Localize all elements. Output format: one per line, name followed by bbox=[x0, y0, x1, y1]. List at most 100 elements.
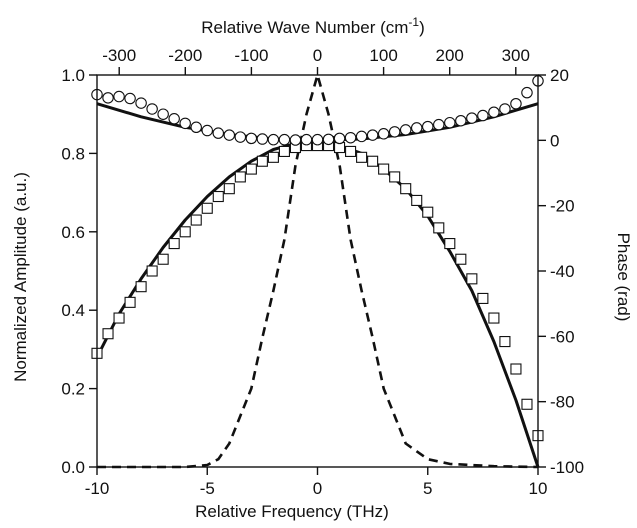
axis-layer: -10 -5 0 5 10-300 -200 -100 0 100 200 3000.00.20.4… bbox=[61, 46, 584, 498]
circle-marker bbox=[146, 103, 158, 115]
circle-marker bbox=[278, 133, 291, 146]
square-marker bbox=[124, 296, 136, 308]
square-marker bbox=[245, 163, 257, 175]
right-axis-title: Phase (rad) bbox=[614, 233, 633, 322]
right-tick-label: -40 bbox=[550, 262, 575, 281]
circle-marker bbox=[322, 133, 335, 146]
square-marker bbox=[212, 190, 224, 203]
square-marker bbox=[146, 265, 158, 277]
circle-marker bbox=[410, 122, 423, 134]
circle-marker bbox=[223, 129, 236, 141]
circle-marker bbox=[521, 86, 533, 99]
square-marker bbox=[488, 312, 500, 324]
top-axis-title-superscript: -1 bbox=[408, 15, 419, 29]
square-marker bbox=[278, 145, 290, 157]
square-marker bbox=[223, 183, 235, 195]
circle-marker bbox=[466, 112, 478, 124]
square-marker bbox=[157, 253, 169, 265]
circle-marker bbox=[245, 132, 258, 145]
square-marker bbox=[367, 155, 379, 167]
circle-marker bbox=[124, 92, 136, 105]
circle-marker bbox=[344, 131, 357, 144]
right-tick-label: -100 bbox=[550, 458, 584, 477]
circle-marker bbox=[201, 124, 214, 137]
square-marker bbox=[422, 206, 434, 218]
square-marker bbox=[168, 238, 180, 250]
square-marker bbox=[356, 151, 368, 163]
circle-marker bbox=[499, 103, 511, 115]
circle-marker bbox=[113, 90, 125, 103]
circle-marker bbox=[102, 92, 114, 104]
square-marker bbox=[190, 214, 202, 226]
square-marker bbox=[102, 328, 114, 340]
circle-marker bbox=[455, 114, 467, 127]
circle-marker bbox=[510, 97, 522, 110]
circle-marker bbox=[256, 133, 269, 145]
square-marker bbox=[433, 222, 445, 234]
circle-marker bbox=[168, 113, 180, 125]
square-marker bbox=[201, 202, 213, 214]
square-marker bbox=[378, 163, 390, 175]
y-tick-label: 0.0 bbox=[61, 458, 85, 477]
circle-marker bbox=[488, 106, 500, 118]
circle-marker bbox=[377, 128, 390, 140]
right-tick-label: 20 bbox=[550, 66, 569, 85]
x-axis-title: Relative Frequency (THz) bbox=[195, 502, 389, 521]
y-tick-label: 0.6 bbox=[61, 223, 85, 242]
top-tick-label: -200 bbox=[168, 46, 202, 65]
square-marker bbox=[510, 363, 522, 375]
circle-marker bbox=[289, 134, 302, 146]
top-axis-title: Relative Wave Number (cm-1) bbox=[201, 15, 425, 37]
circle-marker bbox=[157, 108, 169, 120]
circle-marker bbox=[355, 130, 368, 143]
square-marker bbox=[345, 145, 357, 157]
y-tick-label: 0.4 bbox=[61, 301, 85, 320]
y-tick-label: 0.8 bbox=[61, 144, 85, 163]
circle-marker bbox=[477, 109, 489, 122]
circle-marker bbox=[388, 126, 401, 138]
square-marker bbox=[389, 171, 401, 183]
circle-marker bbox=[267, 133, 280, 146]
circle-marker bbox=[190, 121, 202, 134]
top-axis-title-main: Relative Wave Number (cm bbox=[201, 18, 408, 37]
y-tick-label: 1.0 bbox=[61, 66, 85, 85]
top-tick-label: 200 bbox=[436, 46, 464, 65]
circle-marker bbox=[444, 116, 456, 129]
top-tick-label: 300 bbox=[502, 46, 530, 65]
x-tick-label: 10 bbox=[529, 479, 548, 498]
top-tick-label: -300 bbox=[102, 46, 136, 65]
square-marker bbox=[444, 238, 456, 250]
right-tick-label: -60 bbox=[550, 327, 575, 346]
circle-marker bbox=[399, 124, 412, 136]
circle-marker bbox=[333, 132, 346, 145]
circle-marker bbox=[366, 129, 379, 141]
square-marker bbox=[179, 226, 191, 238]
square-marker bbox=[400, 183, 412, 195]
right-tick-label: 0 bbox=[550, 131, 559, 150]
x-tick-label: -10 bbox=[85, 479, 110, 498]
square-marker bbox=[135, 281, 147, 293]
y-tick-label: 0.2 bbox=[61, 380, 85, 399]
square-marker bbox=[499, 336, 511, 348]
circle-marker bbox=[421, 120, 434, 133]
circle-marker bbox=[179, 117, 191, 130]
square-marker bbox=[256, 155, 268, 167]
square-marker bbox=[455, 253, 467, 265]
circle-marker bbox=[433, 118, 445, 131]
square-marker bbox=[477, 292, 489, 304]
top-tick-label: 0 bbox=[313, 46, 322, 65]
right-tick-label: -80 bbox=[550, 393, 575, 412]
circle-marker bbox=[311, 133, 324, 146]
square-marker bbox=[521, 398, 533, 410]
circle-marker bbox=[234, 131, 247, 143]
circle-marker bbox=[135, 97, 147, 109]
square-marker bbox=[113, 312, 125, 324]
square-marker bbox=[466, 273, 478, 285]
top-tick-label: -100 bbox=[234, 46, 268, 65]
circle-marker bbox=[300, 133, 313, 146]
square-marker bbox=[411, 194, 423, 206]
plot-layer bbox=[91, 73, 544, 469]
top-axis-title-close: ) bbox=[419, 18, 425, 37]
